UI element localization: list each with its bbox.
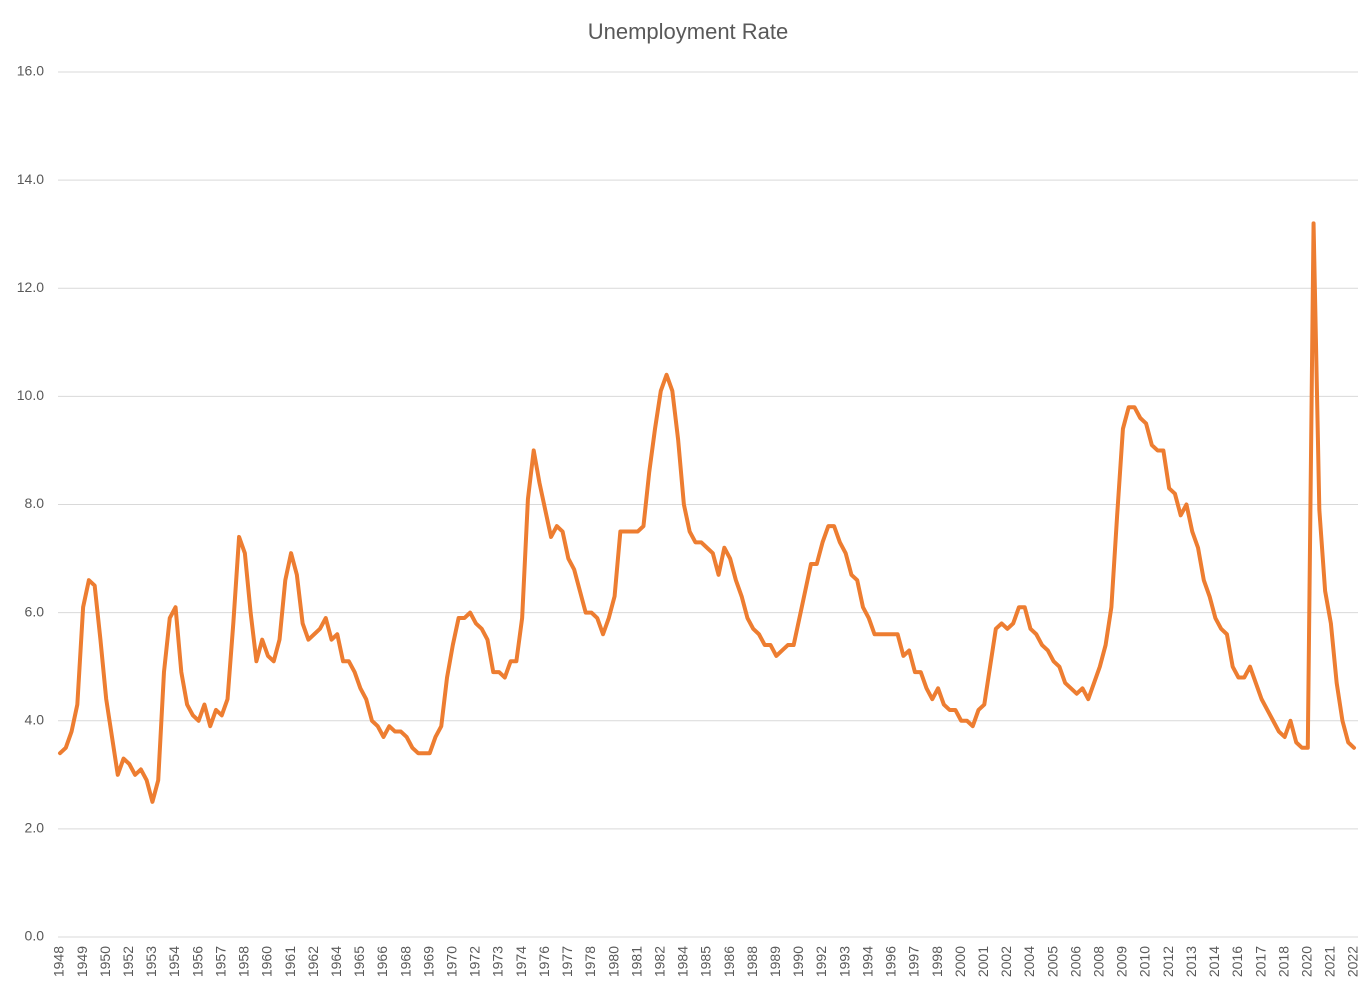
x-tick-label: 1966 — [374, 946, 390, 977]
x-tick-label: 2018 — [1275, 946, 1291, 977]
x-tick-label: 1961 — [282, 946, 298, 977]
x-tick-label: 2017 — [1252, 946, 1268, 977]
x-tick-label: 1964 — [328, 946, 344, 977]
x-tick-label: 2008 — [1091, 946, 1107, 977]
y-tick-label: 6.0 — [25, 603, 45, 619]
x-tick-label: 2009 — [1114, 946, 1130, 977]
x-tick-label: 1948 — [51, 946, 67, 977]
x-tick-label: 1990 — [790, 946, 806, 977]
x-tick-label: 1957 — [212, 946, 228, 977]
x-tick-label: 2020 — [1298, 946, 1314, 977]
chart-title: Unemployment Rate — [588, 19, 789, 44]
x-tick-label: 2022 — [1345, 946, 1361, 977]
x-tick-label: 1969 — [420, 946, 436, 977]
x-tick-label: 1985 — [698, 946, 714, 977]
x-tick-label: 1977 — [559, 946, 575, 977]
x-tick-label: 1950 — [97, 946, 113, 977]
y-tick-label: 0.0 — [25, 928, 45, 944]
x-tick-label: 2002 — [998, 946, 1014, 977]
x-tick-label: 1949 — [74, 946, 90, 977]
x-tick-label: 1997 — [906, 946, 922, 977]
x-tick-label: 1953 — [143, 946, 159, 977]
x-tick-label: 2000 — [952, 946, 968, 977]
x-tick-label: 1986 — [721, 946, 737, 977]
x-tick-label: 1954 — [166, 946, 182, 977]
x-tick-label: 1974 — [513, 946, 529, 977]
x-tick-label: 1968 — [397, 946, 413, 977]
x-tick-label: 1972 — [467, 946, 483, 977]
x-tick-label: 2016 — [1229, 946, 1245, 977]
x-tick-label: 1952 — [120, 946, 136, 977]
x-tick-label: 1958 — [236, 946, 252, 977]
x-tick-label: 1980 — [605, 946, 621, 977]
x-tick-label: 1998 — [929, 946, 945, 977]
x-tick-label: 1978 — [582, 946, 598, 977]
x-tick-label: 2001 — [975, 946, 991, 977]
data-line — [58, 221, 1356, 804]
x-tick-label: 1956 — [189, 946, 205, 977]
y-tick-label: 4.0 — [25, 711, 45, 727]
y-tick-label: 2.0 — [25, 820, 45, 836]
x-tick-label: 2012 — [1160, 946, 1176, 977]
x-tick-label: 1993 — [836, 946, 852, 977]
x-tick-label: 1976 — [536, 946, 552, 977]
x-tick-label: 2004 — [1021, 946, 1037, 977]
x-tick-label: 1992 — [813, 946, 829, 977]
x-tick-label: 1970 — [444, 946, 460, 977]
x-tick-label: 1994 — [859, 946, 875, 977]
x-tick-label: 1988 — [744, 946, 760, 977]
x-tick-label: 2021 — [1322, 946, 1338, 977]
x-tick-label: 1982 — [651, 946, 667, 977]
x-tick-label: 1984 — [675, 946, 691, 977]
y-tick-label: 16.0 — [17, 63, 44, 79]
x-tick-label: 2006 — [1067, 946, 1083, 977]
x-tick-label: 1981 — [628, 946, 644, 977]
x-tick-label: 1960 — [259, 946, 275, 977]
y-tick-label: 10.0 — [17, 387, 44, 403]
y-tick-label: 12.0 — [17, 279, 44, 295]
x-tick-label: 1962 — [305, 946, 321, 977]
x-tick-label: 2005 — [1044, 946, 1060, 977]
x-tick-label: 1996 — [883, 946, 899, 977]
x-tick-label: 1989 — [767, 946, 783, 977]
x-tick-label: 2013 — [1183, 946, 1199, 977]
y-tick-label: 8.0 — [25, 495, 45, 511]
x-tick-label: 2014 — [1206, 946, 1222, 977]
y-tick-label: 14.0 — [17, 171, 44, 187]
x-tick-label: 1973 — [490, 946, 506, 977]
x-tick-label: 2010 — [1137, 946, 1153, 977]
x-tick-label: 1965 — [351, 946, 367, 977]
